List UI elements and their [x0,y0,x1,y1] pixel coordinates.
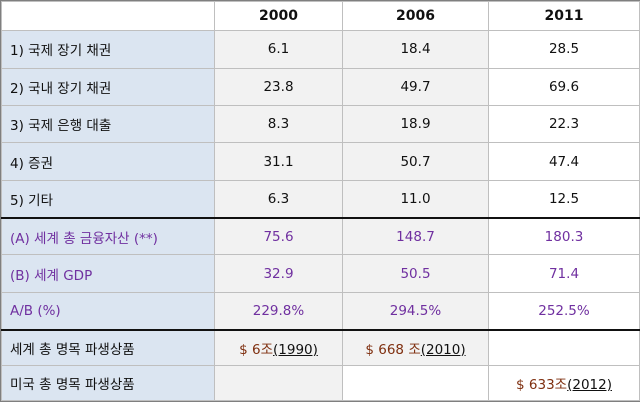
value-cell: 28.5 [488,30,640,69]
total-assets-row: (A) 세계 총 금융자산 (**) 75.6 148.7 180.3 [1,216,640,256]
table-row: 5) 기타 6.3 11.0 12.5 [1,179,640,219]
world-derivatives-row: 세계 총 명목 파생상품 $ 6조(1990) $ 668 조(2010) [1,328,640,366]
value-cell: 229.8% [214,291,343,331]
row-label: 5) 기타 [1,179,215,219]
value-cell: 71.4 [488,254,640,293]
derivative-amount: $ 6조 [239,341,273,358]
derivative-cell [488,328,640,366]
header-year-2000: 2000 [214,0,343,32]
derivative-amount: $ 668 조 [365,341,421,358]
row-label: (B) 세계 GDP [1,254,215,293]
row-label: 3) 국제 은행 대출 [1,104,215,144]
row-label: 미국 총 명목 파생상품 [1,364,215,401]
row-label: 4) 증권 [1,142,215,181]
derivative-cell [342,364,489,401]
us-derivatives-row: 미국 총 명목 파생상품 $ 633조(2012) [1,364,640,401]
row-label: 2) 국내 장기 채권 [1,67,215,107]
world-gdp-row: (B) 세계 GDP 32.9 50.5 71.4 [1,254,640,293]
row-label: A/B (%) [1,291,215,331]
header-year-2011: 2011 [488,0,640,32]
ratio-row: A/B (%) 229.8% 294.5% 252.5% [1,291,640,331]
value-cell: 75.6 [214,216,343,256]
header-year-2006: 2006 [342,0,489,32]
row-label: 1) 국제 장기 채권 [1,30,215,69]
value-cell: 6.1 [214,30,343,69]
value-cell: 47.4 [488,142,640,181]
value-cell: 31.1 [214,142,343,181]
derivative-year: (2010) [420,341,466,358]
row-label: (A) 세계 총 금융자산 (**) [1,216,215,256]
value-cell: 6.3 [214,179,343,219]
table-row: 1) 국제 장기 채권 6.1 18.4 28.5 [1,30,640,69]
derivative-cell: $ 6조(1990) [214,328,343,366]
value-cell: 23.8 [214,67,343,107]
derivative-amount: $ 633조 [516,376,568,393]
derivative-cell: $ 633조(2012) [488,364,640,401]
value-cell: 148.7 [342,216,489,256]
value-cell: 18.9 [342,104,489,144]
table-row: 3) 국제 은행 대출 8.3 18.9 22.3 [1,104,640,144]
value-cell: 50.7 [342,142,489,181]
value-cell: 49.7 [342,67,489,107]
value-cell: 32.9 [214,254,343,293]
value-cell: 180.3 [488,216,640,256]
derivative-year: (1990) [273,341,318,358]
row-label: 세계 총 명목 파생상품 [1,328,215,366]
derivative-cell: $ 668 조(2010) [342,328,489,366]
value-cell: 50.5 [342,254,489,293]
table-row: 2) 국내 장기 채권 23.8 49.7 69.6 [1,67,640,107]
value-cell: 294.5% [342,291,489,331]
value-cell: 252.5% [488,291,640,331]
value-cell: 8.3 [214,104,343,144]
table-row: 4) 증권 31.1 50.7 47.4 [1,142,640,181]
value-cell: 11.0 [342,179,489,219]
value-cell: 18.4 [342,30,489,69]
header-row: 2000 2006 2011 [1,0,640,32]
value-cell: 22.3 [488,104,640,144]
value-cell: 69.6 [488,67,640,107]
derivative-year: (2012) [567,376,612,393]
derivative-cell [214,364,343,401]
value-cell: 12.5 [488,179,640,219]
header-blank-cell [1,0,215,32]
